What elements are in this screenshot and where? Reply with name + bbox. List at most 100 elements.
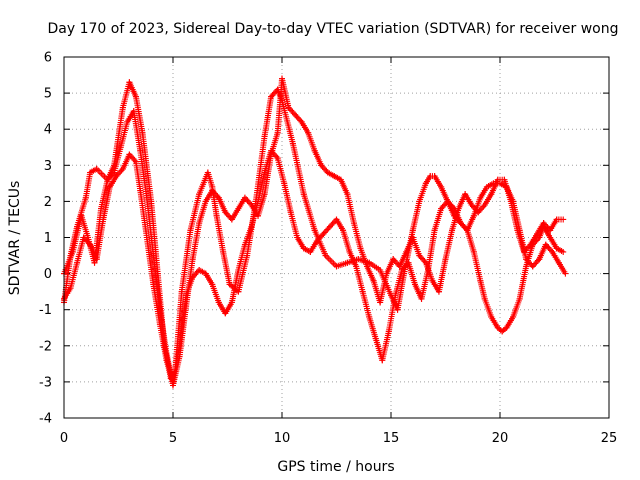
y-tick-label: 6 — [44, 51, 52, 66]
data-point — [403, 248, 410, 255]
data-point — [333, 216, 340, 223]
data-point — [98, 205, 105, 212]
data-point — [438, 205, 445, 212]
data-point — [390, 256, 397, 263]
data-point — [324, 169, 331, 176]
data-point — [435, 288, 442, 295]
data-point — [93, 165, 100, 172]
data-point — [148, 198, 155, 205]
data-point — [422, 180, 429, 187]
data-point — [222, 209, 229, 216]
data-point — [189, 256, 196, 263]
data-point — [281, 180, 288, 187]
data-point — [143, 194, 150, 201]
data-point — [132, 158, 139, 165]
data-point — [331, 173, 338, 180]
data-point — [150, 281, 157, 288]
data-point — [150, 252, 157, 259]
x-tick-label: 20 — [492, 431, 509, 446]
data-point — [398, 266, 405, 273]
data-point — [337, 176, 344, 183]
data-point — [209, 187, 216, 194]
data-point — [481, 202, 488, 209]
data-point — [196, 266, 203, 273]
data-point — [196, 191, 203, 198]
x-tick-label: 25 — [601, 431, 618, 446]
data-point — [84, 234, 91, 241]
data-point — [222, 310, 229, 317]
data-point — [392, 292, 399, 299]
data-point — [470, 212, 477, 219]
data-point — [178, 288, 185, 295]
data-point — [300, 245, 307, 252]
data-point — [488, 313, 495, 320]
x-axis-label: GPS time / hours — [277, 459, 394, 475]
data-point — [462, 191, 469, 198]
data-point — [431, 227, 438, 234]
data-point — [377, 299, 384, 306]
data-point — [494, 324, 501, 331]
data-point — [366, 313, 373, 320]
data-point — [470, 248, 477, 255]
data-point — [409, 234, 416, 241]
data-point — [523, 263, 530, 270]
data-point — [320, 230, 327, 237]
data-point — [383, 270, 390, 277]
data-point — [220, 248, 227, 255]
data-point — [119, 165, 126, 172]
data-point — [104, 176, 111, 183]
data-point — [547, 234, 554, 241]
data-point — [294, 234, 301, 241]
data-point — [520, 248, 527, 255]
data-point — [255, 198, 262, 205]
y-tick-label: 4 — [44, 123, 52, 138]
chart-title: Day 170 of 2023, Sidereal Day-to-day VTE… — [48, 21, 619, 37]
data-point — [228, 216, 235, 223]
data-point — [119, 104, 126, 111]
data-point — [213, 212, 220, 219]
data-point — [405, 259, 412, 266]
data-point — [359, 288, 366, 295]
data-point — [455, 205, 462, 212]
data-point — [444, 198, 451, 205]
data-point — [344, 259, 351, 266]
data-point — [499, 328, 506, 335]
data-point — [416, 252, 423, 259]
data-point — [534, 230, 541, 237]
data-point — [449, 227, 456, 234]
data-point — [542, 241, 549, 248]
data-point — [241, 194, 248, 201]
x-tick-label: 5 — [169, 431, 177, 446]
data-point — [91, 259, 98, 266]
data-point — [438, 183, 445, 190]
data-point — [549, 248, 556, 255]
data-point — [510, 313, 517, 320]
data-point — [268, 151, 275, 158]
data-point — [396, 263, 403, 270]
data-point — [202, 270, 209, 277]
data-point — [274, 129, 281, 136]
y-tick-label: -4 — [39, 412, 52, 427]
data-point — [318, 162, 325, 169]
x-tick-label: 10 — [274, 431, 291, 446]
data-point — [124, 118, 131, 125]
data-point — [187, 227, 194, 234]
data-point — [248, 202, 255, 209]
data-point — [377, 266, 384, 273]
y-tick-label: -3 — [39, 375, 52, 390]
data-point — [261, 169, 268, 176]
data-point — [431, 173, 438, 180]
data-point — [468, 202, 475, 209]
data-point — [562, 270, 569, 277]
data-point — [553, 216, 560, 223]
data-point — [547, 227, 554, 234]
grid-lines — [64, 57, 609, 418]
data-point — [305, 129, 312, 136]
data-point — [156, 306, 163, 313]
data-point — [503, 324, 510, 331]
data-point — [416, 198, 423, 205]
data-point — [307, 248, 314, 255]
x-tick-label: 0 — [60, 431, 68, 446]
data-point — [209, 281, 216, 288]
data-point — [241, 241, 248, 248]
